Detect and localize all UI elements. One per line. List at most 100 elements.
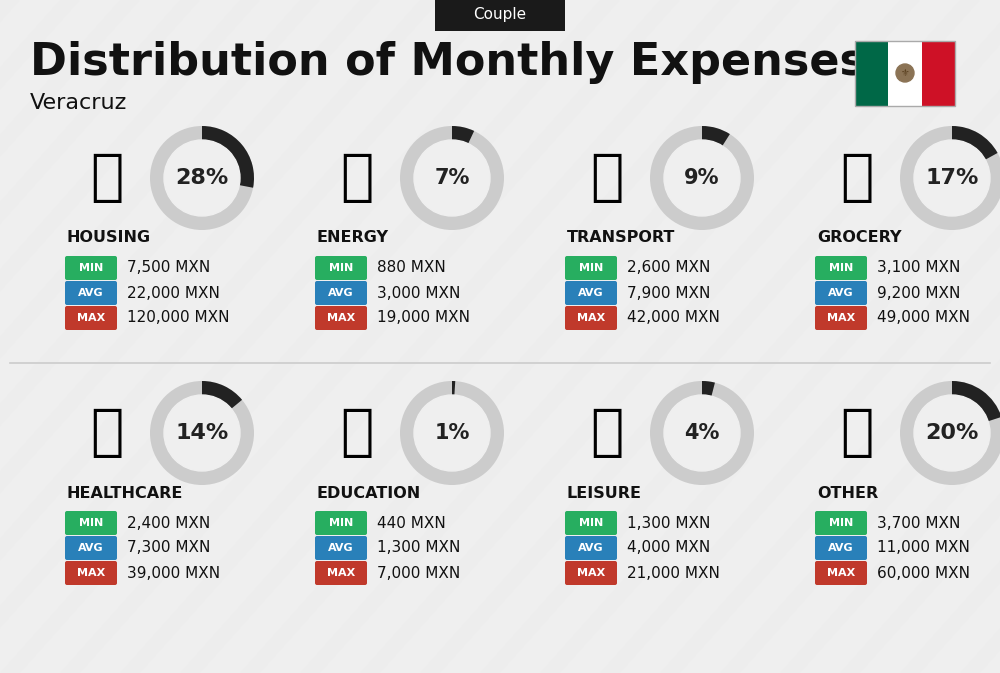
Text: MAX: MAX xyxy=(327,313,355,323)
Text: 7,000 MXN: 7,000 MXN xyxy=(377,565,460,581)
Polygon shape xyxy=(480,0,1000,673)
FancyBboxPatch shape xyxy=(315,511,367,535)
Text: 14%: 14% xyxy=(175,423,229,443)
Polygon shape xyxy=(0,0,380,673)
Wedge shape xyxy=(650,381,754,485)
Polygon shape xyxy=(300,0,920,673)
Text: 28%: 28% xyxy=(175,168,229,188)
Polygon shape xyxy=(0,0,200,673)
Text: 60,000 MXN: 60,000 MXN xyxy=(877,565,970,581)
Text: 🚌: 🚌 xyxy=(590,151,624,205)
Text: AVG: AVG xyxy=(828,288,854,298)
Text: 42,000 MXN: 42,000 MXN xyxy=(627,310,720,326)
Circle shape xyxy=(164,395,240,471)
Text: 🥦: 🥦 xyxy=(840,151,874,205)
Text: 11,000 MXN: 11,000 MXN xyxy=(877,540,970,555)
Polygon shape xyxy=(0,0,20,673)
Wedge shape xyxy=(900,381,1000,485)
Text: 🏥: 🏥 xyxy=(90,406,124,460)
Text: AVG: AVG xyxy=(328,543,354,553)
Text: 🛍: 🛍 xyxy=(590,406,624,460)
Circle shape xyxy=(914,395,990,471)
Text: MAX: MAX xyxy=(827,313,855,323)
Wedge shape xyxy=(702,126,730,146)
Polygon shape xyxy=(0,0,560,673)
FancyBboxPatch shape xyxy=(815,256,867,280)
Text: 7,300 MXN: 7,300 MXN xyxy=(127,540,210,555)
Circle shape xyxy=(164,140,240,216)
Text: 🏗: 🏗 xyxy=(90,151,124,205)
Text: MIN: MIN xyxy=(579,518,603,528)
Text: AVG: AVG xyxy=(78,288,104,298)
Text: 17%: 17% xyxy=(925,168,979,188)
Text: MAX: MAX xyxy=(327,568,355,578)
FancyBboxPatch shape xyxy=(565,561,617,585)
Wedge shape xyxy=(150,381,254,485)
Polygon shape xyxy=(540,0,1000,673)
Circle shape xyxy=(896,64,914,82)
Wedge shape xyxy=(900,126,1000,230)
Text: AVG: AVG xyxy=(828,543,854,553)
Text: MAX: MAX xyxy=(577,568,605,578)
Text: MIN: MIN xyxy=(79,518,103,528)
FancyBboxPatch shape xyxy=(855,40,888,106)
Text: 2,400 MXN: 2,400 MXN xyxy=(127,516,210,530)
Wedge shape xyxy=(400,126,504,230)
Text: MAX: MAX xyxy=(827,568,855,578)
Circle shape xyxy=(664,395,740,471)
Text: ⚜: ⚜ xyxy=(901,68,909,78)
Polygon shape xyxy=(780,0,1000,673)
Text: 20%: 20% xyxy=(925,423,979,443)
Circle shape xyxy=(414,140,490,216)
Polygon shape xyxy=(60,0,680,673)
Polygon shape xyxy=(360,0,980,673)
Text: AVG: AVG xyxy=(328,288,354,298)
FancyBboxPatch shape xyxy=(315,256,367,280)
Polygon shape xyxy=(840,0,1000,673)
Text: 3,000 MXN: 3,000 MXN xyxy=(377,285,460,301)
Text: 🎓: 🎓 xyxy=(340,406,374,460)
Text: Distribution of Monthly Expenses: Distribution of Monthly Expenses xyxy=(30,42,866,85)
FancyBboxPatch shape xyxy=(888,40,922,106)
Polygon shape xyxy=(0,0,320,673)
FancyBboxPatch shape xyxy=(65,281,117,305)
Text: MAX: MAX xyxy=(77,568,105,578)
Text: 880 MXN: 880 MXN xyxy=(377,260,446,275)
Text: 22,000 MXN: 22,000 MXN xyxy=(127,285,220,301)
Text: MIN: MIN xyxy=(79,263,103,273)
Text: LEISURE: LEISURE xyxy=(567,485,642,501)
Text: 🔌: 🔌 xyxy=(340,151,374,205)
FancyBboxPatch shape xyxy=(315,536,367,560)
Wedge shape xyxy=(702,381,715,396)
Text: MIN: MIN xyxy=(829,263,853,273)
FancyBboxPatch shape xyxy=(435,0,565,31)
Text: 7,900 MXN: 7,900 MXN xyxy=(627,285,710,301)
Text: 1,300 MXN: 1,300 MXN xyxy=(377,540,460,555)
Polygon shape xyxy=(660,0,1000,673)
Text: 19,000 MXN: 19,000 MXN xyxy=(377,310,470,326)
Text: 120,000 MXN: 120,000 MXN xyxy=(127,310,230,326)
Text: 4,000 MXN: 4,000 MXN xyxy=(627,540,710,555)
Text: HOUSING: HOUSING xyxy=(67,230,151,246)
Text: 3,100 MXN: 3,100 MXN xyxy=(877,260,960,275)
Polygon shape xyxy=(0,0,620,673)
Polygon shape xyxy=(900,0,1000,673)
Wedge shape xyxy=(650,126,754,230)
Text: 2,600 MXN: 2,600 MXN xyxy=(627,260,710,275)
Polygon shape xyxy=(0,0,440,673)
FancyBboxPatch shape xyxy=(815,561,867,585)
FancyBboxPatch shape xyxy=(65,306,117,330)
Wedge shape xyxy=(952,126,998,160)
Polygon shape xyxy=(0,0,260,673)
FancyBboxPatch shape xyxy=(815,511,867,535)
Wedge shape xyxy=(452,381,455,395)
Text: OTHER: OTHER xyxy=(817,485,878,501)
Text: 3,700 MXN: 3,700 MXN xyxy=(877,516,960,530)
Wedge shape xyxy=(400,381,504,485)
Text: 21,000 MXN: 21,000 MXN xyxy=(627,565,720,581)
Text: 9,200 MXN: 9,200 MXN xyxy=(877,285,960,301)
Polygon shape xyxy=(120,0,740,673)
Circle shape xyxy=(664,140,740,216)
Wedge shape xyxy=(150,126,254,230)
Wedge shape xyxy=(452,126,474,143)
